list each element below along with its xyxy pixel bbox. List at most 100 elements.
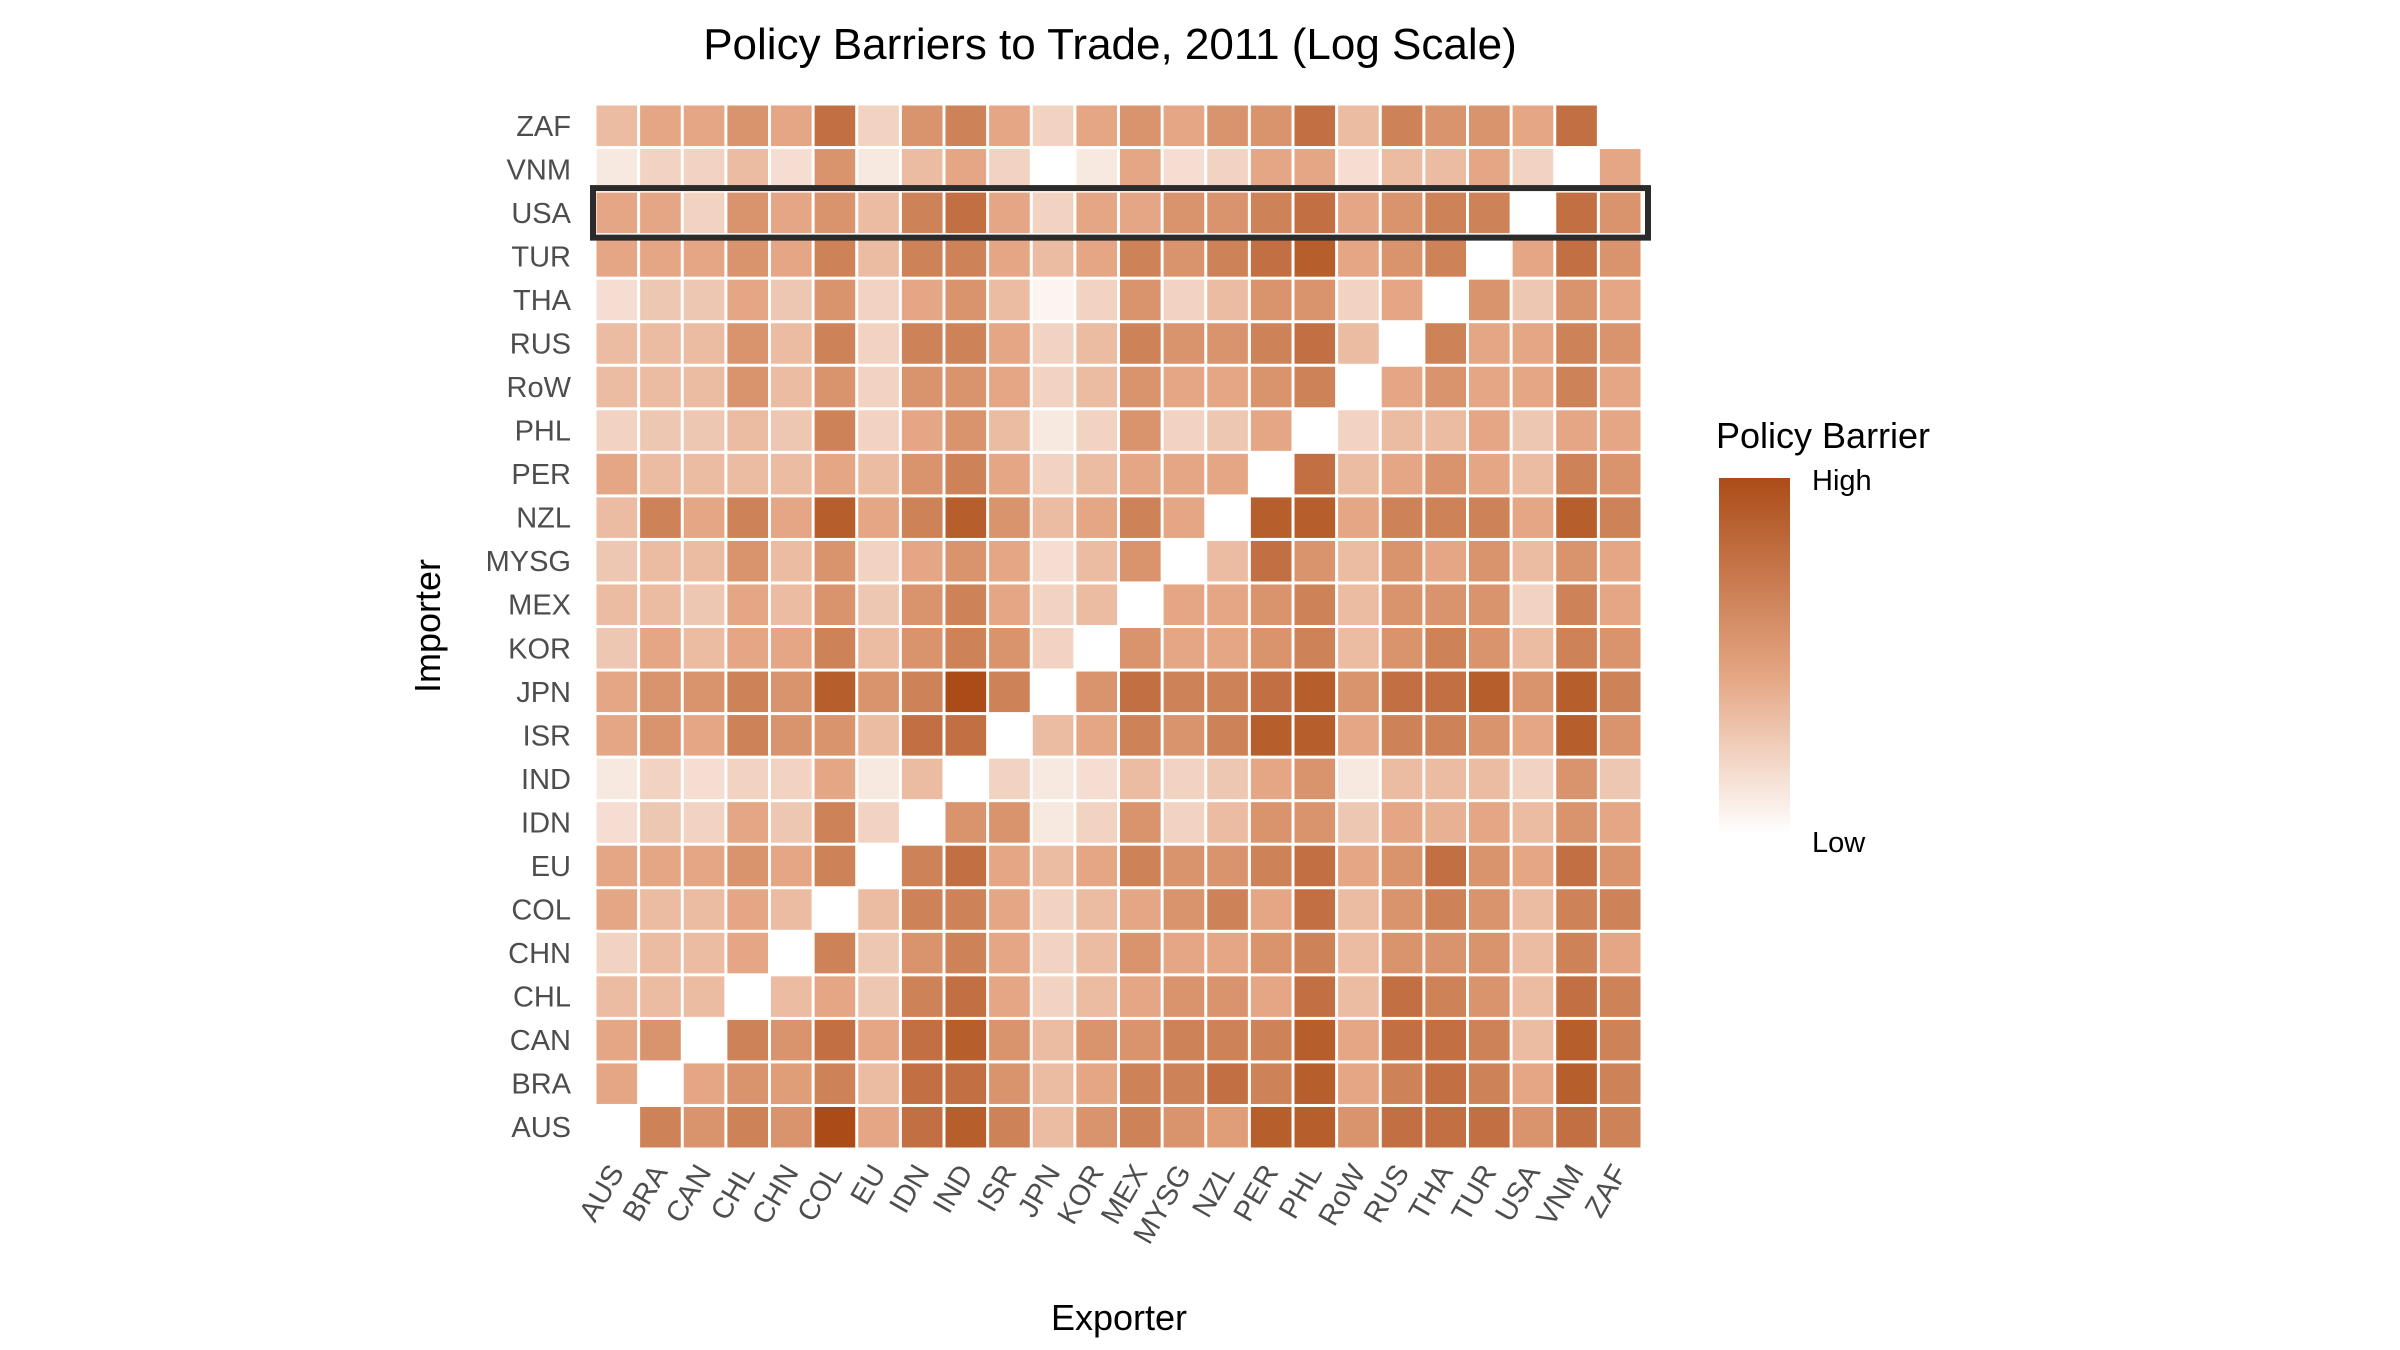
heatmap-cell-PER-TUR	[1469, 453, 1510, 495]
heatmap-cell-JPN-BRA	[640, 671, 681, 713]
heatmap-cell-JPN-CAN	[683, 671, 725, 713]
heatmap-cell-USA-JPN	[1032, 192, 1074, 234]
y-tick-label: CHL	[513, 982, 571, 1014]
heatmap-cell-EU-USA	[1512, 845, 1554, 887]
heatmap-cell-USA-THA	[1425, 192, 1466, 234]
heatmap-cell-CHN-JPN	[1032, 932, 1074, 974]
heatmap-cell-RoW-PHL	[1294, 366, 1336, 408]
heatmap-cell-USA-IDN	[901, 192, 943, 234]
heatmap-cell-VNM-MYSG	[1163, 149, 1205, 190]
y-tick-labels: ZAF VNM USA TUR THA RUS RoW PHL PER NZL MYSG MEX KOR…	[486, 111, 572, 1144]
heatmap-cell-AUS-IND	[945, 1106, 987, 1148]
heatmap-cell-COL-PER	[1250, 889, 1292, 930]
heatmap-cell-CHN-CAN	[683, 932, 725, 974]
heatmap-cell-TUR-CAN	[683, 236, 725, 277]
heatmap-cell-AUS-CHL	[727, 1106, 768, 1148]
heatmap-cell-ISR-VNM	[1556, 715, 1597, 756]
heatmap-cell-CHN-KOR	[1076, 932, 1117, 974]
heatmap-cell-RUS-AUS	[596, 323, 638, 364]
heatmap-cell-MEX-PHL	[1294, 584, 1336, 625]
heatmap-cell-TUR-THA	[1425, 236, 1466, 277]
heatmap-cell-THA-IDN	[901, 279, 943, 321]
heatmap-cell-VNM-AUS	[596, 149, 638, 190]
heatmap-cell-THA-CHN	[771, 279, 812, 321]
heatmap-cell-CHN-CHL	[727, 932, 768, 974]
y-tick-label: JPN	[516, 677, 571, 709]
heatmap-cell-EU-ISR	[989, 845, 1030, 887]
heatmap-cell-BRA-JPN	[1032, 1063, 1074, 1104]
heatmap-cell-RoW-IND	[945, 366, 987, 408]
heatmap-cell-PHL-TUR	[1469, 410, 1510, 451]
heatmap-cell-RoW-MYSG	[1163, 366, 1205, 408]
heatmap-cell-IND-JPN	[1032, 758, 1074, 800]
heatmap-cell-NZL-PER	[1250, 497, 1292, 538]
heatmap-cells	[596, 105, 1641, 1148]
heatmap-cell-KOR-IND	[945, 628, 987, 669]
heatmap-cell-KOR-USA	[1512, 628, 1554, 669]
heatmap-cell-IDN-CHN	[771, 802, 812, 843]
heatmap-cell-IDN-RUS	[1381, 802, 1423, 843]
heatmap-cell-CHN-PER	[1250, 932, 1292, 974]
heatmap-cell-MYSG-TUR	[1469, 540, 1510, 582]
heatmap-cell-VNM-ZAF	[1599, 149, 1641, 190]
heatmap-cell-ZAF-IND	[945, 105, 987, 147]
heatmap-cell-JPN-NZL	[1207, 671, 1248, 713]
heatmap-cell-TUR-PER	[1250, 236, 1292, 277]
heatmap-cell-ZAF-MEX	[1120, 105, 1161, 147]
heatmap-cell-ISR-CAN	[683, 715, 725, 756]
heatmap-cell-JPN-ZAF	[1599, 671, 1641, 713]
heatmap-cell-TUR-IND	[945, 236, 987, 277]
heatmap-cell-PHL-ZAF	[1599, 410, 1641, 451]
y-tick-label: NZL	[516, 503, 571, 535]
heatmap-cell-MYSG-USA	[1512, 540, 1554, 582]
heatmap-cell-ZAF-NZL	[1207, 105, 1248, 147]
heatmap-cell-IND-RoW	[1338, 758, 1379, 800]
heatmap-cell-MYSG-IDN	[901, 540, 943, 582]
heatmap-cell-RoW-AUS	[596, 366, 638, 408]
heatmap-cell-RoW-NZL	[1207, 366, 1248, 408]
heatmap-cell-NZL-COL	[814, 497, 856, 538]
heatmap-cell-JPN-AUS	[596, 671, 638, 713]
heatmap-cell-KOR-EU	[858, 628, 899, 669]
heatmap-cell-IND-ZAF	[1599, 758, 1641, 800]
heatmap-cell-CAN-THA	[1425, 1019, 1466, 1061]
x-tick-label: COL	[791, 1160, 849, 1228]
heatmap-cell-MEX-AUS	[596, 584, 638, 625]
heatmap-cell-BRA-RoW	[1338, 1063, 1379, 1104]
heatmap-cell-USA-PHL	[1294, 192, 1336, 234]
heatmap-cell-KOR-IDN	[901, 628, 943, 669]
heatmap-cell-EU-AUS	[596, 845, 638, 887]
heatmap-cell-AUS-TUR	[1469, 1106, 1510, 1148]
heatmap-cell-IDN-THA	[1425, 802, 1466, 843]
heatmap-cell-TUR-USA	[1512, 236, 1554, 277]
heatmap-cell-CHN-AUS	[596, 932, 638, 974]
x-tick-label: PER	[1228, 1160, 1286, 1228]
heatmap-cell-RoW-KOR	[1076, 366, 1117, 408]
highlight-row-box	[590, 185, 1651, 241]
heatmap-cell-IND-BRA	[640, 758, 681, 800]
heatmap-cell-EU-IDN	[901, 845, 943, 887]
y-tick-label: TUR	[511, 241, 571, 273]
heatmap-cell-RoW-CHN	[771, 366, 812, 408]
heatmap-cell-CHN-RUS	[1381, 932, 1423, 974]
heatmap-cell-THA-KOR	[1076, 279, 1117, 321]
heatmap-cell-JPN-EU	[858, 671, 899, 713]
heatmap-cell-IND-USA	[1512, 758, 1554, 800]
heatmap-cell-MEX-IND	[945, 584, 987, 625]
heatmap-cell-NZL-THA	[1425, 497, 1466, 538]
heatmap-cell-KOR-CHN	[771, 628, 812, 669]
heatmap-cell-KOR-TUR	[1469, 628, 1510, 669]
heatmap-cell-TUR-BRA	[640, 236, 681, 277]
heatmap-cell-NZL-MEX	[1120, 497, 1161, 538]
heatmap-cell-RUS-ZAF	[1599, 323, 1641, 364]
heatmap-cell-ISR-JPN	[1032, 715, 1074, 756]
heatmap-cell-IND-PER	[1250, 758, 1292, 800]
heatmap-cell-ZAF-PHL	[1294, 105, 1336, 147]
heatmap-cell-MYSG-CAN	[683, 540, 725, 582]
heatmap-cell-TUR-COL	[814, 236, 856, 277]
heatmap-cell-USA-NZL	[1207, 192, 1248, 234]
heatmap-cell-CHN-IDN	[901, 932, 943, 974]
heatmap-cell-ISR-RUS	[1381, 715, 1423, 756]
heatmap-cell-JPN-COL	[814, 671, 856, 713]
